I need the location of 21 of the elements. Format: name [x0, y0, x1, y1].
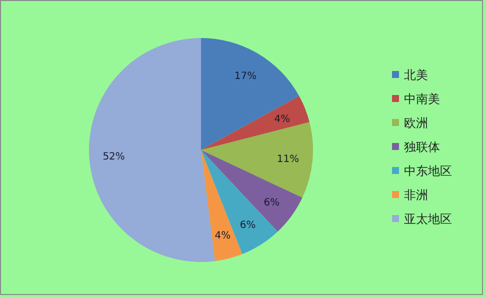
legend-label: 亚太地区 — [404, 212, 452, 226]
legend-label: 独联体 — [404, 140, 440, 154]
data-label: 4% — [274, 114, 290, 125]
pie-slice — [201, 150, 242, 262]
legend-label: 中南美 — [404, 92, 440, 106]
data-label: 6% — [264, 197, 280, 208]
data-label: 52% — [102, 151, 125, 162]
pie-slice — [201, 150, 302, 232]
pie-slice — [89, 38, 216, 262]
legend-label: 欧洲 — [404, 116, 428, 130]
legend-label: 北美 — [404, 68, 428, 82]
legend-label: 非洲 — [404, 188, 428, 202]
pie-slice — [201, 38, 300, 150]
pie-slice — [201, 150, 278, 254]
data-label: 6% — [240, 220, 256, 231]
pie-slice — [201, 96, 310, 150]
data-label: 4% — [214, 230, 231, 242]
pie-slice — [201, 122, 313, 198]
legend-label: 中东地区 — [404, 164, 452, 178]
data-label: 17% — [234, 70, 257, 82]
data-label: 11% — [276, 154, 300, 166]
